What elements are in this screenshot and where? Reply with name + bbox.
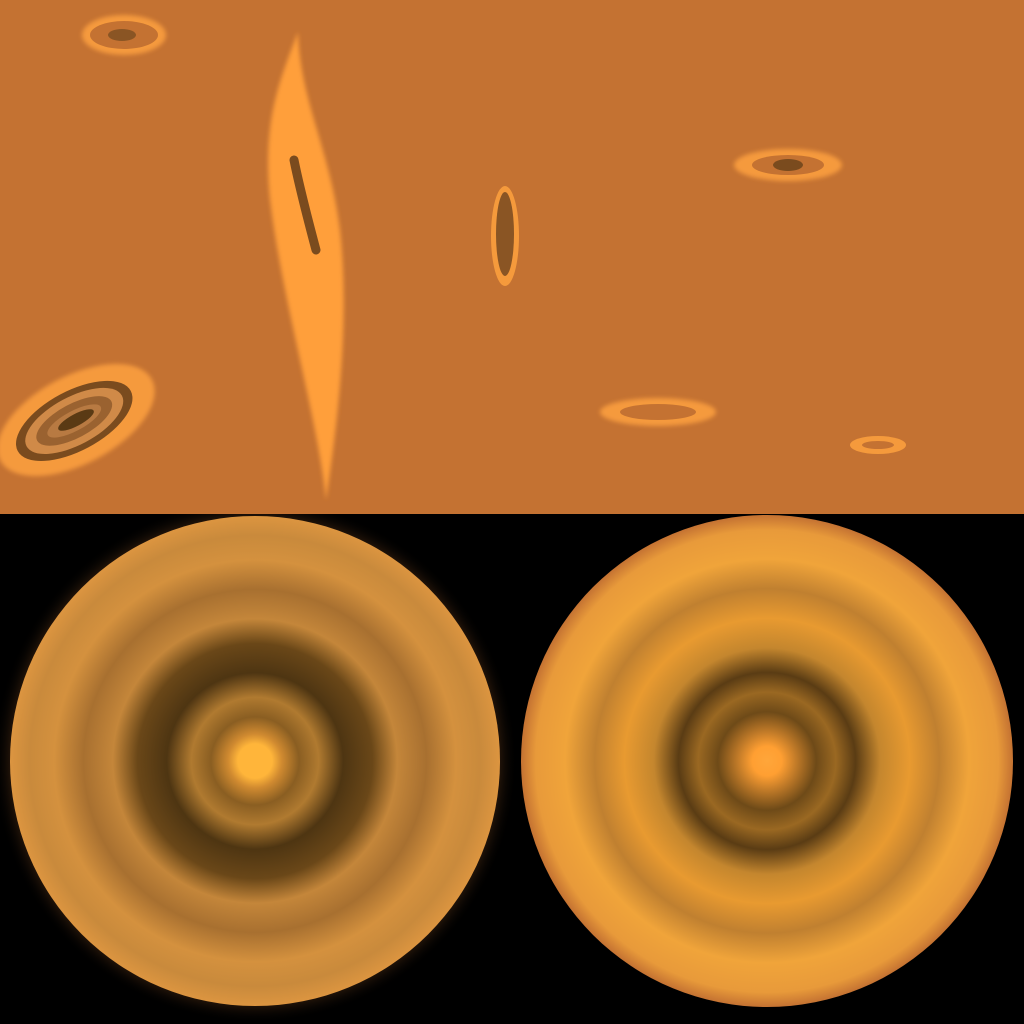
knot-bottom-left — [0, 363, 155, 477]
knot-lower-middle — [600, 398, 716, 426]
bark-texture-panel — [0, 0, 1024, 514]
knot-top-left — [82, 15, 166, 55]
knot-lower-right — [850, 436, 906, 454]
long-crack — [268, 32, 344, 500]
knot-right-upper — [734, 149, 842, 181]
end-cap-right — [521, 515, 1013, 1007]
end-caps — [0, 514, 1013, 1023]
knot-center-narrow — [491, 186, 519, 286]
end-cap-left — [0, 514, 517, 1023]
bark-texture — [0, 15, 906, 500]
end-caps-panel — [0, 514, 1024, 1024]
